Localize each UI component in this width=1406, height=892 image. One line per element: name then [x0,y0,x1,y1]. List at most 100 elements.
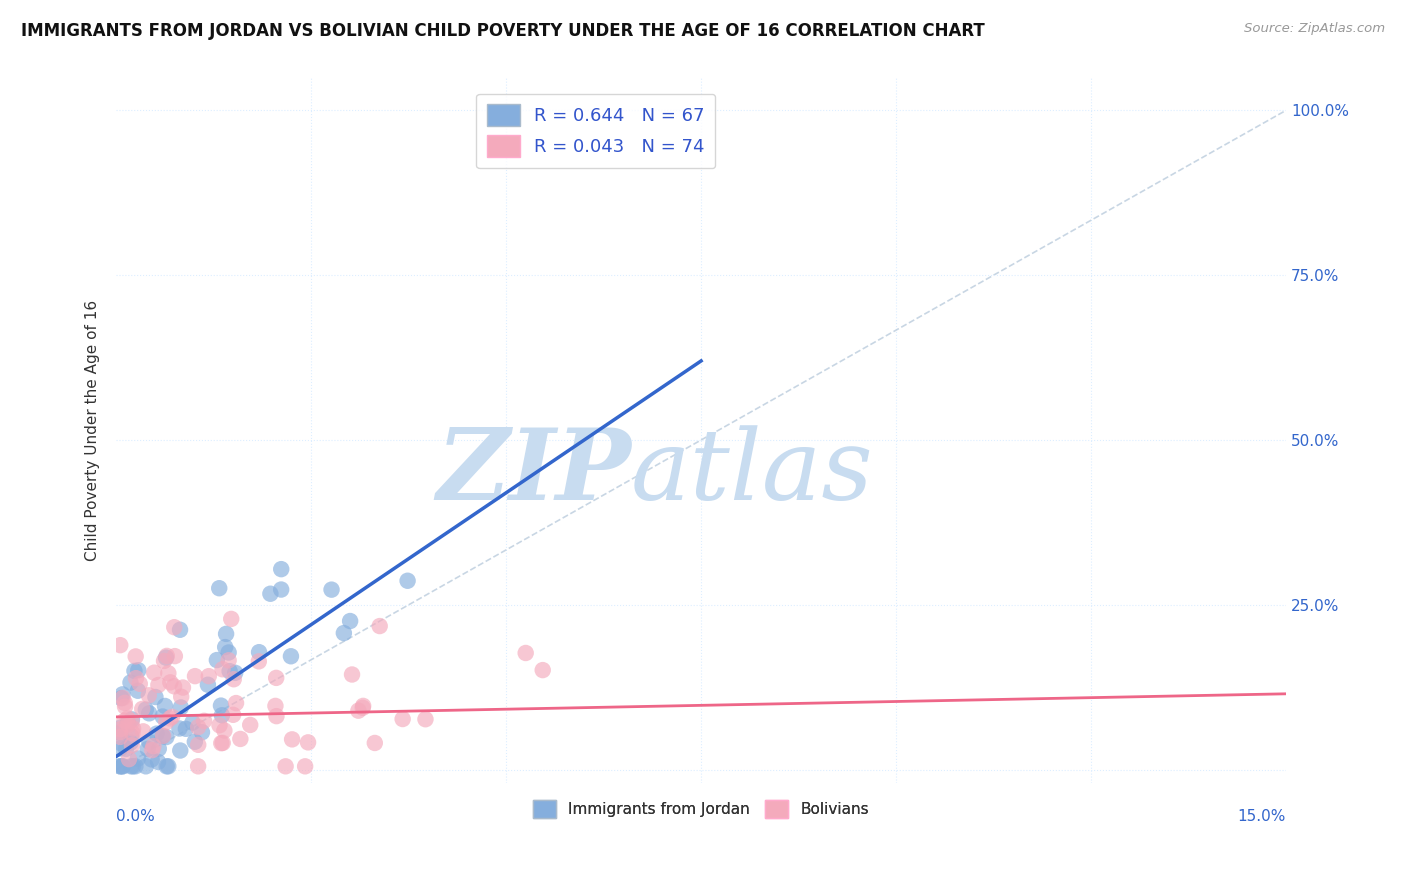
Y-axis label: Child Poverty Under the Age of 16: Child Poverty Under the Age of 16 [86,300,100,561]
Point [169,722,191,736]
Point [108,759,131,773]
Point [347,704,370,718]
Point [146,755,169,769]
Point [121,726,143,740]
Point [145,726,167,740]
Point [155,650,177,665]
Point [218,653,240,667]
Point [218,645,240,659]
Point [224,665,246,680]
Point [124,759,146,773]
Point [396,574,419,588]
Point [174,722,197,736]
Text: 15.0%: 15.0% [1237,809,1286,824]
Point [531,663,554,677]
Point [125,671,148,685]
Point [181,715,204,730]
Point [209,736,232,750]
Point [187,738,209,752]
Point [170,690,193,704]
Point [368,619,391,633]
Text: IMMIGRANTS FROM JORDAN VS BOLIVIAN CHILD POVERTY UNDER THE AGE OF 16 CORRELATION: IMMIGRANTS FROM JORDAN VS BOLIVIAN CHILD… [21,22,984,40]
Point [138,735,160,749]
Point [222,707,245,722]
Point [297,735,319,749]
Point [153,698,176,713]
Point [264,671,287,685]
Point [163,620,186,634]
Point [110,691,132,706]
Point [215,627,238,641]
Point [155,714,177,729]
Point [145,690,167,704]
Point [191,725,214,739]
Point [127,683,149,698]
Point [121,739,143,753]
Point [156,759,179,773]
Point [159,675,181,690]
Point [114,696,136,710]
Point [111,759,134,773]
Point [141,743,163,757]
Text: Source: ZipAtlas.com: Source: ZipAtlas.com [1244,22,1385,36]
Point [155,730,177,744]
Point [218,664,240,678]
Point [110,723,132,737]
Point [110,638,132,652]
Point [391,712,413,726]
Point [208,581,231,595]
Point [156,648,179,663]
Point [111,687,134,701]
Point [187,720,209,734]
Point [219,612,242,626]
Point [187,759,209,773]
Point [415,712,437,726]
Point [211,708,233,723]
Point [120,675,142,690]
Point [108,725,131,739]
Point [108,730,131,744]
Point [141,752,163,766]
Point [364,736,387,750]
Point [121,714,143,729]
Point [184,669,207,683]
Point [111,690,134,705]
Point [120,735,142,749]
Point [124,664,146,678]
Point [205,653,228,667]
Point [152,729,174,743]
Point [136,742,159,756]
Point [138,688,160,702]
Point [170,700,193,714]
Point [294,759,316,773]
Point [270,562,292,576]
Point [110,736,132,750]
Point [157,759,180,773]
Point [128,677,150,691]
Text: atlas: atlas [631,425,873,520]
Point [157,666,180,681]
Point [152,709,174,723]
Point [120,729,142,743]
Text: 0.0%: 0.0% [117,809,155,824]
Point [117,711,139,725]
Point [211,662,233,676]
Point [274,759,297,773]
Point [247,645,270,659]
Point [112,714,135,728]
Point [281,732,304,747]
Point [135,703,157,717]
Point [339,614,361,628]
Point [266,709,288,723]
Point [108,759,131,773]
Point [515,646,537,660]
Point [169,623,191,637]
Point [108,721,131,735]
Point [108,741,131,756]
Point [148,741,170,756]
Point [193,714,215,728]
Point [259,587,281,601]
Point [214,723,236,738]
Point [148,678,170,692]
Point [118,752,141,766]
